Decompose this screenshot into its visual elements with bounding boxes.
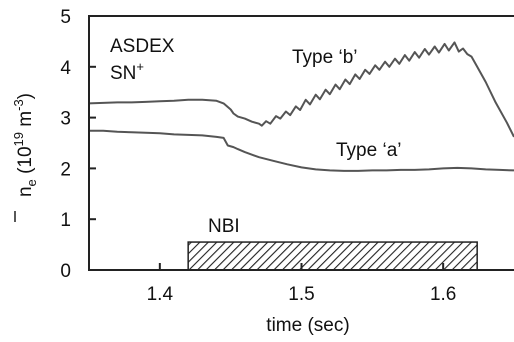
y-tick-label: 5 bbox=[60, 7, 71, 28]
nbi-bar bbox=[187, 241, 478, 271]
y-tick-label: 2 bbox=[60, 159, 71, 180]
nbi-label: NBI bbox=[208, 216, 240, 237]
y-tick-label: 3 bbox=[60, 109, 71, 130]
y-tick-label: 4 bbox=[60, 58, 71, 79]
ticks: 0 1 2 3 4 5 1.4 1.5 1.6 bbox=[60, 7, 456, 305]
type-b-label: Type ‘b’ bbox=[292, 47, 357, 68]
y-tick-label: 1 bbox=[60, 210, 71, 231]
type-a-label: Type ‘a’ bbox=[336, 140, 401, 161]
y-axis-title: ne (1019 m-3) bbox=[11, 93, 39, 222]
device-label-line2: SN+ bbox=[110, 59, 144, 84]
plot-area bbox=[88, 41, 514, 271]
series-line-type-a bbox=[89, 129, 514, 172]
x-tick-label: 1.5 bbox=[288, 284, 314, 305]
y-tick-label: 0 bbox=[60, 261, 71, 282]
x-axis-title: time (sec) bbox=[266, 315, 349, 336]
x-tick-label: 1.6 bbox=[430, 284, 456, 305]
svg-text:ne (1019 m-3): ne (1019 m-3) bbox=[11, 93, 39, 197]
plot-frame bbox=[88, 15, 514, 271]
series-line-type-b bbox=[88, 41, 514, 138]
x-tick-label: 1.4 bbox=[147, 284, 174, 305]
device-label-line1: ASDEX bbox=[110, 36, 175, 57]
